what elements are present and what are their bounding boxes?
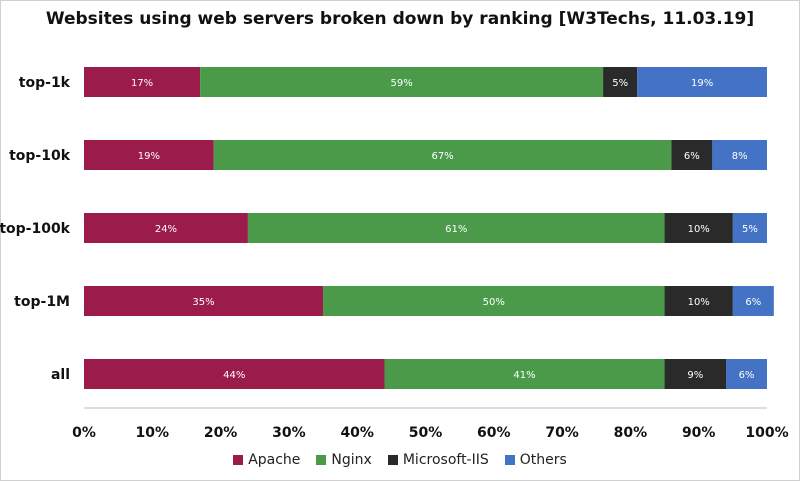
x-tick-label: 70% [545,425,579,441]
data-label: 9% [687,370,703,381]
data-label: 6% [684,151,700,162]
x-tick-label: 100% [745,425,788,441]
x-tick-label: 0% [72,425,96,441]
x-tick-label: 20% [204,425,238,441]
bar-others [726,359,767,389]
category-label: top-100k [0,221,71,237]
category-label: top-1M [14,294,70,310]
legend-item: Others [504,452,567,468]
bar-others [637,67,767,97]
legend-label: Microsoft-IIS [402,452,489,468]
bar-others [732,213,767,243]
legend-swatch [387,455,398,465]
x-tick-label: 30% [272,425,306,441]
data-label: 67% [431,151,453,162]
data-label: 6% [739,370,755,381]
legend-label: Nginx [331,452,372,468]
bar-others [712,140,767,170]
category-label: all [51,367,70,383]
data-label: 41% [513,370,535,381]
legend-label: Others [519,452,567,468]
bar-microsoft-iis [664,359,727,389]
bar-apache [84,286,324,316]
x-tick-label: 80% [614,425,648,441]
legend-item: Nginx [316,452,372,468]
category-label: top-10k [9,148,71,164]
data-label: 59% [390,78,412,89]
bar-nginx [200,67,604,97]
bar-nginx [384,359,665,389]
data-label: 24% [155,224,177,235]
legend-item: Apache [233,452,300,468]
bar-apache [84,213,248,243]
data-label: 10% [688,224,710,235]
bar-apache [84,359,385,389]
bar-nginx [213,140,672,170]
data-label: 5% [742,224,758,235]
x-tick-label: 60% [477,425,511,441]
bar-apache [84,140,214,170]
legend-swatch [233,455,244,465]
chart-legend: Apache Nginx Microsoft-IIS Others [0,452,800,468]
bar-microsoft-iis [603,67,638,97]
x-tick-label: 50% [409,425,443,441]
data-label: 44% [223,370,245,381]
data-label: 8% [732,151,748,162]
x-tick-label: 90% [682,425,716,441]
legend-swatch [316,455,327,465]
data-label: 61% [445,224,467,235]
legend-label: Apache [248,452,301,468]
legend-item: Microsoft-IIS [387,452,489,468]
bar-microsoft-iis [671,140,713,170]
data-label: 10% [688,297,710,308]
data-label: 50% [483,297,505,308]
legend-swatch [504,455,515,465]
data-label: 6% [745,297,761,308]
category-label: top-1k [19,75,71,91]
data-label: 19% [138,151,160,162]
data-label: 19% [691,78,713,89]
bar-nginx [323,286,665,316]
bar-apache [84,67,201,97]
chart-title: Websites using web servers broken down b… [45,9,755,29]
x-tick-label: 10% [136,425,170,441]
data-label: 17% [131,78,153,89]
bar-others [732,286,774,316]
bar-microsoft-iis [664,213,733,243]
bar-nginx [247,213,665,243]
data-label: 35% [192,297,214,308]
bar-microsoft-iis [664,286,733,316]
data-label: 5% [612,78,628,89]
x-tick-label: 40% [340,425,374,441]
